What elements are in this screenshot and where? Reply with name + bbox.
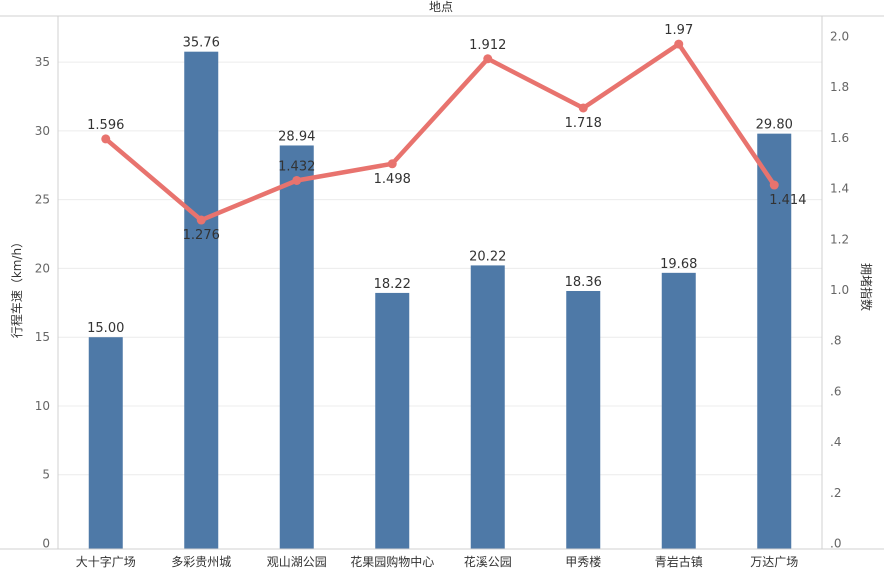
- bar: [375, 292, 410, 549]
- line-data-label: 1.432: [278, 159, 315, 174]
- bar-series: [88, 51, 792, 549]
- x-tick-label: 甲秀楼: [565, 554, 601, 569]
- line-point: [101, 134, 111, 144]
- x-tick-label: 大十字广场: [76, 554, 136, 569]
- bar: [757, 133, 792, 549]
- line-data-label: 1.276: [183, 228, 220, 243]
- y-tick-label-left: 30: [35, 124, 50, 138]
- bar: [88, 337, 123, 549]
- data-labels: 15.00 35.76 28.94 18.22 20.22 18.36 19.68 29.80…: [87, 23, 806, 336]
- x-tick-label: 万达广场: [750, 555, 798, 569]
- line-point: [387, 159, 397, 169]
- y-tick-label-right: 1.8: [830, 80, 849, 94]
- y-tick-label-right: 1.4: [830, 182, 849, 196]
- line-point: [292, 175, 302, 185]
- chart-title: 地点: [429, 0, 453, 14]
- line-data-label: 1.97: [664, 23, 693, 38]
- y-tick-label-right: .8: [830, 334, 841, 348]
- bar: [279, 145, 314, 549]
- line-point: [578, 103, 588, 113]
- line-series: [101, 39, 779, 225]
- bar-data-label: 15.00: [87, 321, 124, 336]
- bar: [566, 290, 601, 549]
- line-point: [196, 215, 206, 225]
- bar-data-label: 20.22: [469, 249, 506, 264]
- bar: [661, 272, 696, 549]
- y-tick-label-left: 20: [35, 261, 50, 275]
- y-tick-label-left: 25: [35, 193, 50, 207]
- line-point: [674, 39, 684, 49]
- bar-data-label: 29.80: [756, 118, 793, 133]
- bar-data-label: 19.68: [660, 257, 697, 272]
- y-tick-label-right: .6: [830, 384, 841, 398]
- y-tick-label-right: 1.0: [830, 283, 849, 297]
- y-tick-label-right: 1.2: [830, 232, 849, 246]
- bar: [470, 265, 505, 549]
- y-tick-label-left: 15: [35, 330, 50, 344]
- x-tick-label: 青岩古镇: [655, 554, 703, 569]
- y-tick-label-left: 0: [42, 537, 50, 551]
- bar: [184, 51, 219, 549]
- axes: 0 5 10 15 20 25 30 35 .0 .2 .4 .6 .8 1.0 1.2 1.4 1.6 1.8 2…: [0, 15, 884, 569]
- y-tick-label-right: .2: [830, 486, 841, 500]
- line-data-label: 1.498: [374, 172, 411, 187]
- line-path: [103, 41, 777, 223]
- y-tick-label-right: 2.0: [830, 30, 849, 44]
- bar-data-label: 35.76: [183, 36, 220, 51]
- y-tick-label-left: 10: [35, 399, 50, 413]
- line-data-label: 1.596: [87, 118, 124, 133]
- x-tick-label: 多彩贵州城: [171, 555, 231, 569]
- bar-data-label: 28.94: [278, 129, 315, 144]
- line-data-label: 1.414: [769, 193, 806, 208]
- line-point: [769, 180, 779, 190]
- y-tick-label-right: .0: [830, 537, 841, 551]
- x-tick-label: 花果园购物中心: [350, 554, 434, 569]
- line-data-label: 1.718: [565, 116, 602, 131]
- y-axis-title-left: 行程车速（km/h）: [9, 236, 24, 338]
- x-tick-label: 花溪公园: [464, 554, 512, 569]
- y-tick-label-right: .4: [830, 435, 841, 449]
- line-data-label: 1.912: [469, 38, 506, 53]
- y-axis-title-right: 拥堵指数: [859, 263, 874, 311]
- line-point: [483, 54, 493, 64]
- y-tick-label-left: 5: [42, 468, 50, 482]
- bar-data-label: 18.22: [374, 277, 411, 292]
- x-tick-label: 观山湖公园: [267, 554, 327, 569]
- y-tick-label-left: 35: [35, 55, 50, 69]
- y-tick-label-right: 1.6: [830, 131, 849, 145]
- bar-data-label: 18.36: [565, 275, 602, 290]
